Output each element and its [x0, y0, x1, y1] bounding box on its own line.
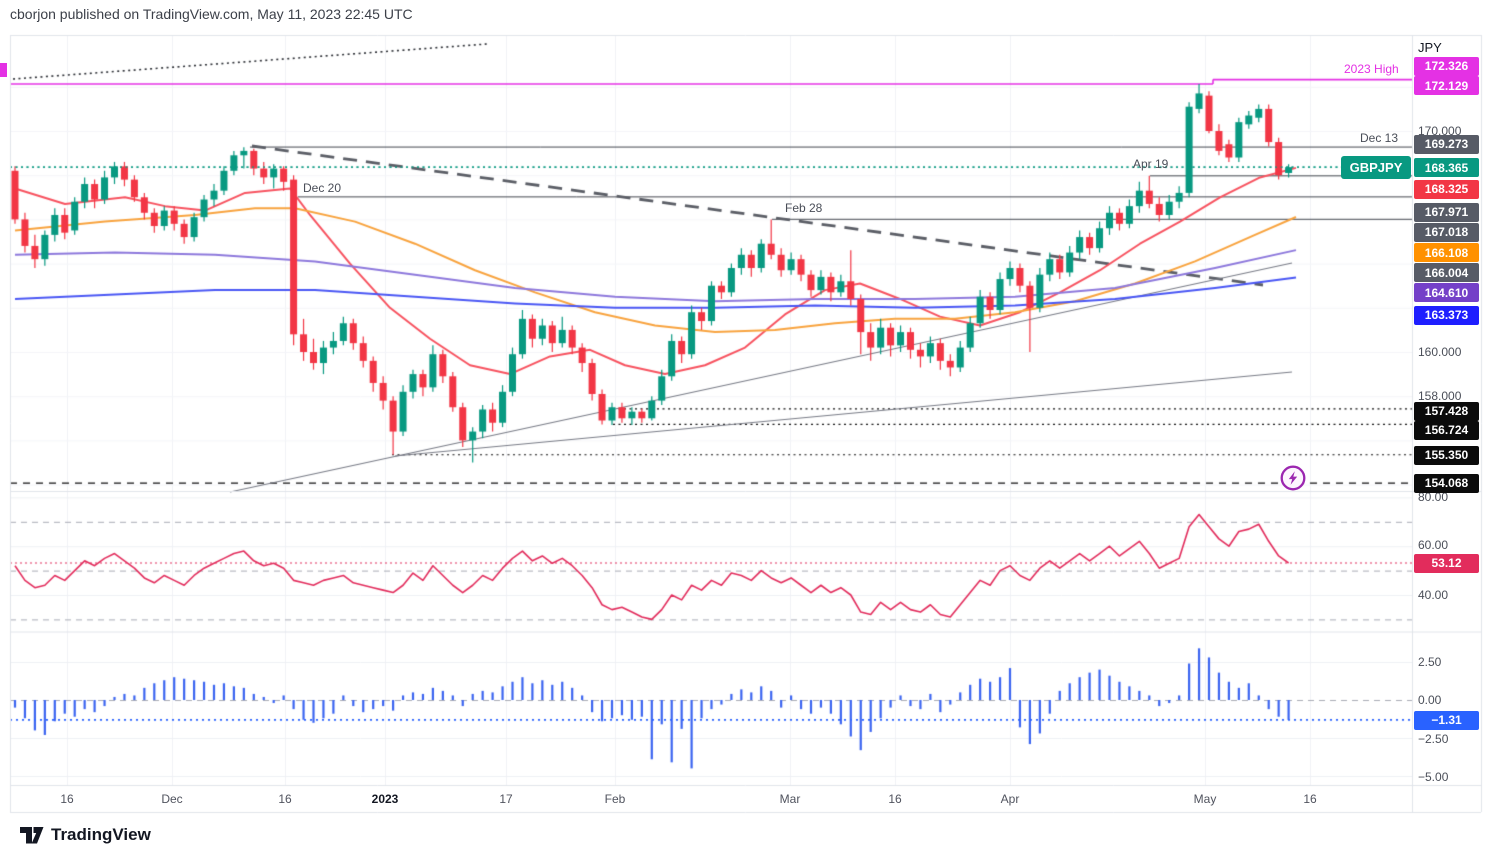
time-axis-tick: May [1193, 792, 1217, 806]
lightning-idea-icon[interactable] [1278, 463, 1308, 493]
clipped-price-flag [0, 63, 7, 77]
symbol-badge: GBPJPY [1341, 156, 1411, 179]
time-axis-tick: 16 [278, 792, 292, 806]
time-axis-tick: Dec [161, 792, 183, 806]
price-badge: 172.326 [1414, 56, 1479, 76]
line-label: Dec 20 [303, 181, 342, 195]
price-badge: 156.724 [1414, 420, 1479, 440]
price-badge: 168.325 [1414, 179, 1479, 199]
time-axis-tick: Mar [779, 792, 801, 806]
time-axis-tick: Apr [1000, 792, 1020, 806]
price-badge: 167.018 [1414, 222, 1479, 242]
price-badge: 168.365 [1414, 158, 1479, 177]
tradingview-wordmark: TradingView [51, 825, 151, 844]
price-badge: 164.610 [1414, 283, 1479, 302]
price-axis-tick: 40.00 [1418, 588, 1449, 602]
price-badge: 169.273 [1414, 134, 1479, 154]
price-badge: 157.428 [1414, 401, 1479, 421]
price-axis-tick: 60.00 [1418, 538, 1449, 552]
line-label: Dec 13 [1360, 131, 1399, 145]
price-axis-tick: 80.00 [1418, 490, 1449, 504]
price-badge: 53.12 [1414, 553, 1479, 573]
price-axis-tick: 158.000 [1418, 389, 1462, 403]
price-axis-tick: 2.50 [1418, 655, 1442, 669]
price-axis-tick: 160.000 [1418, 345, 1462, 359]
time-axis-tick: 16 [60, 792, 74, 806]
time-axis-tick: 17 [499, 792, 513, 806]
time-axis-tick: 16 [888, 792, 902, 806]
tradingview-logo-icon [20, 826, 44, 844]
price-badge: 166.108 [1414, 243, 1479, 262]
currency-label: JPY [1418, 40, 1442, 55]
price-badge: 172.129 [1414, 76, 1479, 95]
tradingview-branding[interactable]: TradingView [20, 825, 151, 845]
price-axis-tick: −5.00 [1418, 770, 1449, 784]
time-axis-tick: 2023 [371, 792, 399, 806]
time-axis-tick: Feb [604, 792, 626, 806]
price-badge: 167.971 [1414, 202, 1479, 222]
price-badge: −1.31 [1414, 710, 1479, 730]
price-badge: 163.373 [1414, 305, 1479, 325]
price-axis-tick: −2.50 [1418, 732, 1449, 746]
line-label: 2023 High [1344, 62, 1399, 76]
line-label: Feb 28 [785, 201, 823, 215]
price-badge: 166.004 [1414, 263, 1479, 282]
price-badge: 154.068 [1414, 473, 1479, 493]
price-badge: 155.350 [1414, 445, 1479, 465]
line-label: Apr 19 [1133, 157, 1169, 171]
time-axis-tick: 16 [1303, 792, 1317, 806]
price-axis-tick: 0.00 [1418, 693, 1442, 707]
